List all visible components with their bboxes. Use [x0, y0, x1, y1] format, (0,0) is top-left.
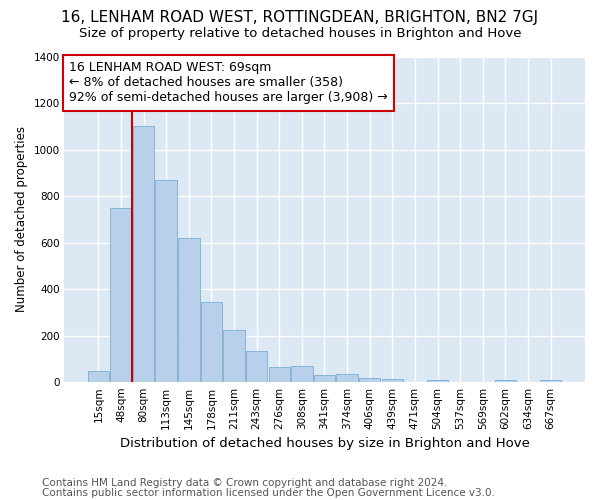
- Bar: [178, 238, 200, 382]
- Bar: [427, 380, 448, 382]
- Bar: [540, 380, 562, 382]
- Bar: [382, 379, 403, 382]
- Bar: [494, 380, 516, 382]
- Text: Size of property relative to detached houses in Brighton and Hove: Size of property relative to detached ho…: [79, 28, 521, 40]
- Y-axis label: Number of detached properties: Number of detached properties: [15, 126, 28, 312]
- Text: Contains public sector information licensed under the Open Government Licence v3: Contains public sector information licen…: [42, 488, 495, 498]
- Bar: [223, 330, 245, 382]
- Bar: [314, 376, 335, 382]
- Text: 16, LENHAM ROAD WEST, ROTTINGDEAN, BRIGHTON, BN2 7GJ: 16, LENHAM ROAD WEST, ROTTINGDEAN, BRIGH…: [61, 10, 539, 25]
- Text: Contains HM Land Registry data © Crown copyright and database right 2024.: Contains HM Land Registry data © Crown c…: [42, 478, 448, 488]
- Bar: [133, 126, 154, 382]
- Bar: [337, 374, 358, 382]
- Bar: [359, 378, 380, 382]
- Bar: [155, 180, 177, 382]
- Bar: [88, 370, 109, 382]
- Bar: [246, 351, 268, 382]
- Bar: [110, 208, 132, 382]
- X-axis label: Distribution of detached houses by size in Brighton and Hove: Distribution of detached houses by size …: [119, 437, 529, 450]
- Bar: [291, 366, 313, 382]
- Text: 16 LENHAM ROAD WEST: 69sqm
← 8% of detached houses are smaller (358)
92% of semi: 16 LENHAM ROAD WEST: 69sqm ← 8% of detac…: [69, 62, 388, 104]
- Bar: [269, 367, 290, 382]
- Bar: [201, 302, 222, 382]
